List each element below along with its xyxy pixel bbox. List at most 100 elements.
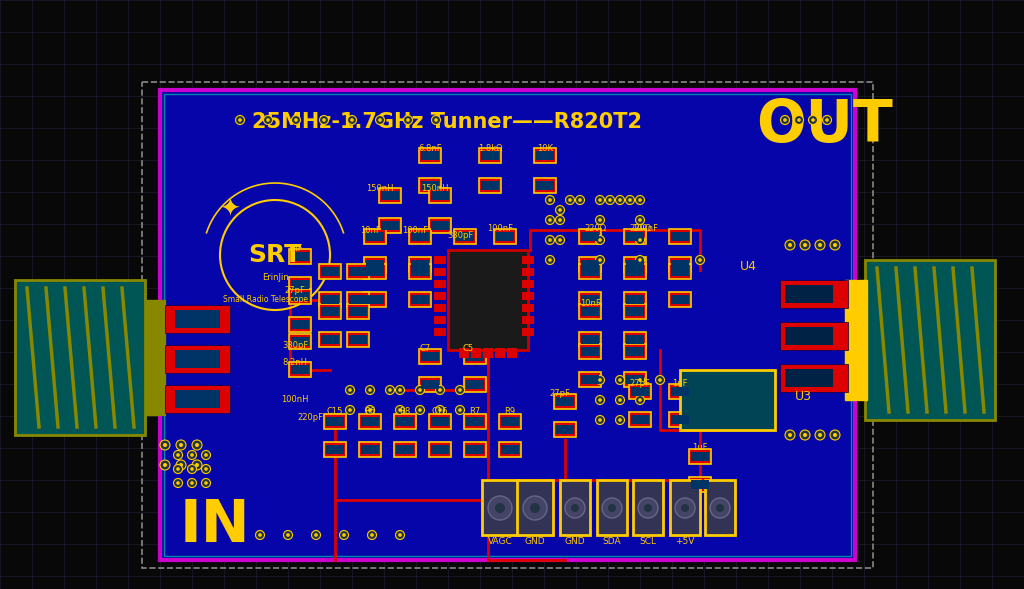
Circle shape: [579, 198, 582, 202]
Bar: [449, 250, 528, 350]
Bar: [409, 256, 431, 272]
Bar: [780, 280, 848, 308]
Text: R7: R7: [469, 408, 480, 416]
Circle shape: [345, 405, 354, 415]
Bar: [554, 393, 575, 409]
Text: 100nF: 100nF: [632, 223, 658, 233]
Bar: [671, 231, 689, 240]
Bar: [522, 268, 534, 276]
Circle shape: [638, 198, 642, 202]
Circle shape: [438, 388, 441, 392]
Bar: [785, 285, 833, 303]
Circle shape: [602, 498, 622, 518]
Bar: [396, 416, 414, 425]
Circle shape: [416, 405, 425, 415]
Bar: [631, 386, 649, 395]
Bar: [381, 190, 399, 200]
Bar: [626, 260, 644, 269]
Circle shape: [193, 440, 202, 450]
Bar: [579, 332, 601, 346]
Circle shape: [195, 443, 199, 447]
Circle shape: [615, 415, 625, 425]
Bar: [364, 263, 386, 279]
Circle shape: [636, 395, 644, 405]
Bar: [321, 294, 339, 303]
Bar: [434, 316, 446, 324]
Bar: [396, 445, 414, 454]
Circle shape: [292, 115, 300, 124]
Bar: [581, 306, 599, 316]
Text: 1uF: 1uF: [672, 379, 688, 388]
Text: U3: U3: [795, 390, 812, 403]
Text: GND: GND: [524, 538, 546, 547]
Bar: [466, 416, 484, 425]
Circle shape: [598, 218, 602, 222]
Bar: [496, 260, 514, 269]
Bar: [631, 415, 649, 423]
Circle shape: [187, 451, 197, 459]
Circle shape: [598, 398, 602, 402]
Circle shape: [204, 467, 208, 471]
Circle shape: [418, 408, 422, 412]
Bar: [499, 413, 521, 429]
Text: R9: R9: [505, 408, 515, 416]
Text: 27pF: 27pF: [630, 379, 650, 388]
Bar: [579, 372, 601, 386]
Circle shape: [615, 376, 625, 385]
Text: R6: R6: [365, 408, 376, 416]
Bar: [624, 332, 646, 346]
Bar: [175, 310, 220, 328]
Circle shape: [809, 115, 817, 124]
Bar: [431, 416, 449, 425]
Bar: [429, 442, 451, 456]
Text: 100nH: 100nH: [282, 395, 309, 405]
Bar: [366, 260, 384, 269]
Bar: [464, 413, 486, 429]
Text: R8: R8: [399, 408, 411, 416]
Circle shape: [800, 240, 810, 250]
Bar: [421, 180, 439, 190]
Circle shape: [830, 240, 840, 250]
Circle shape: [698, 258, 701, 262]
Text: 27pF: 27pF: [550, 389, 570, 398]
Circle shape: [811, 118, 815, 122]
Text: SRT: SRT: [249, 243, 301, 267]
Circle shape: [675, 498, 695, 518]
Bar: [429, 187, 451, 203]
Bar: [581, 375, 599, 383]
Text: 6.8nF: 6.8nF: [418, 144, 441, 153]
Bar: [671, 415, 689, 423]
Bar: [409, 292, 431, 306]
Bar: [364, 256, 386, 272]
Bar: [495, 348, 505, 358]
Bar: [522, 280, 534, 288]
Bar: [671, 266, 689, 276]
Bar: [479, 147, 501, 163]
Circle shape: [558, 218, 562, 222]
Bar: [394, 413, 416, 429]
Bar: [349, 335, 367, 343]
Bar: [689, 477, 711, 491]
Circle shape: [438, 408, 441, 412]
Bar: [291, 336, 309, 346]
Bar: [347, 263, 369, 279]
Text: +5V: +5V: [675, 538, 694, 547]
Text: 100nF: 100nF: [487, 223, 513, 233]
Circle shape: [266, 118, 269, 122]
Bar: [481, 151, 499, 160]
Circle shape: [638, 258, 642, 262]
Circle shape: [385, 385, 394, 395]
Bar: [289, 289, 311, 303]
Bar: [670, 480, 700, 535]
Circle shape: [348, 388, 352, 392]
Circle shape: [458, 388, 462, 392]
Circle shape: [258, 533, 262, 537]
Bar: [680, 370, 775, 430]
Circle shape: [598, 198, 602, 202]
Bar: [785, 369, 833, 387]
Bar: [624, 292, 646, 306]
Bar: [419, 177, 441, 193]
Circle shape: [638, 498, 658, 518]
Bar: [554, 422, 575, 436]
Circle shape: [398, 388, 401, 392]
